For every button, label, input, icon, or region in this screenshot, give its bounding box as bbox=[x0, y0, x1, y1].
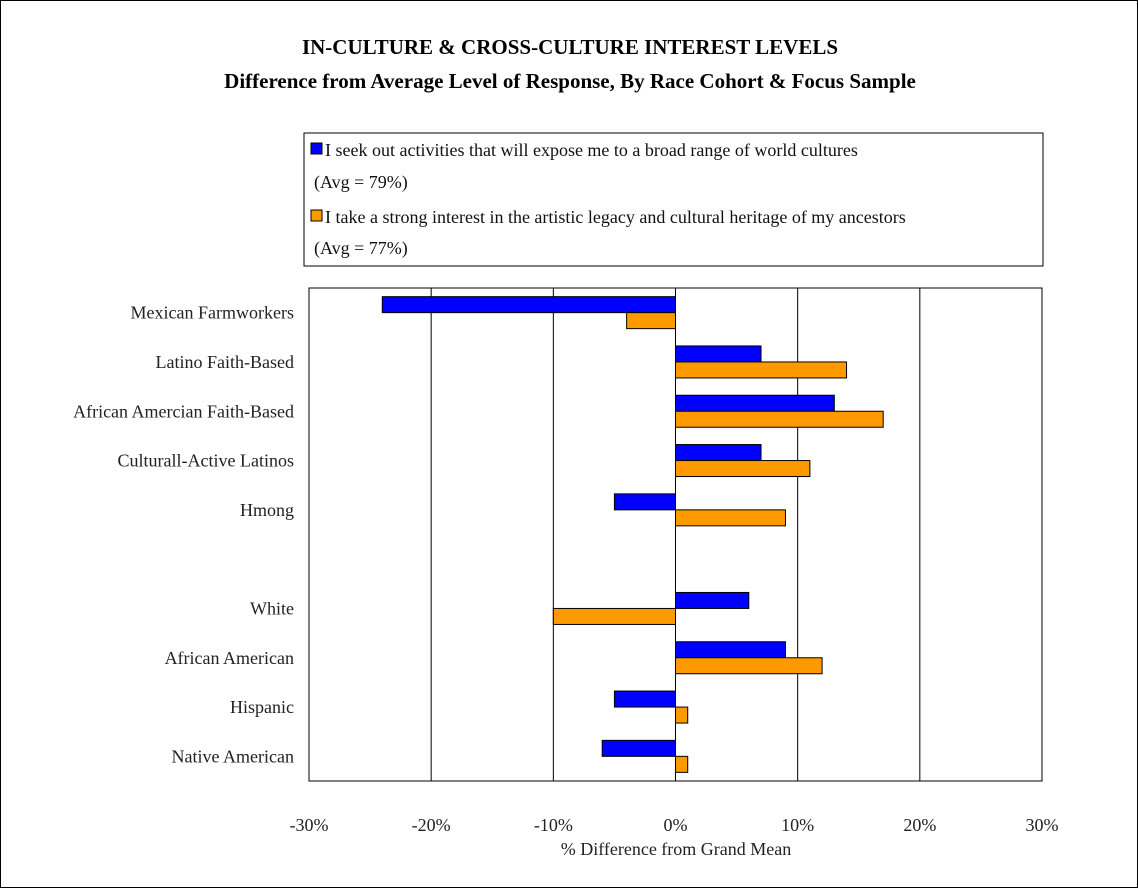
plot-area: -30% -20% -10% 0% 10% 20% 30% Mexican Farmworke… bbox=[73, 287, 1059, 835]
bar-series-1 bbox=[675, 394, 835, 412]
x-tick-label: -10% bbox=[534, 815, 573, 835]
bar-series-2 bbox=[626, 312, 677, 330]
bar-series-1 bbox=[613, 493, 677, 511]
legend-label-series-2: I take a strong interest in the artistic… bbox=[325, 207, 906, 227]
category-label: Native American bbox=[172, 746, 294, 766]
legend-label-series-1-avg: (Avg = 79%) bbox=[314, 172, 408, 193]
x-axis-title: % Difference from Grand Mean bbox=[561, 839, 792, 859]
x-tick-label: -30% bbox=[290, 815, 329, 835]
category-label: White bbox=[250, 598, 294, 618]
x-tick-label: 30% bbox=[1026, 815, 1059, 835]
bar-series-2 bbox=[675, 755, 689, 773]
legend-box bbox=[303, 132, 1044, 267]
bar-series-2 bbox=[675, 509, 786, 527]
x-tick-label: 10% bbox=[781, 815, 814, 835]
chart-title: IN-CULTURE & CROSS-CULTURE INTEREST LEVE… bbox=[302, 35, 838, 59]
category-label: Latino Faith-Based bbox=[156, 352, 294, 372]
bar-series-1 bbox=[381, 296, 676, 314]
bar-series-1 bbox=[675, 444, 762, 462]
bar-series-1 bbox=[675, 641, 786, 659]
bar-series-2 bbox=[675, 657, 823, 675]
legend-label-series-1: I seek out activities that will expose m… bbox=[325, 140, 858, 160]
bar-series-2 bbox=[675, 410, 884, 428]
legend-swatch-series-1 bbox=[310, 142, 323, 155]
chart-subtitle: Difference from Average Level of Respons… bbox=[224, 69, 916, 93]
bar-series-1 bbox=[675, 591, 750, 609]
category-label: Hmong bbox=[240, 500, 294, 520]
legend-label-series-2-avg: (Avg = 77%) bbox=[314, 238, 408, 259]
category-label: Hispanic bbox=[230, 697, 294, 717]
x-tick-label: 20% bbox=[903, 815, 936, 835]
bar-series-2 bbox=[552, 607, 676, 625]
bar-series-1 bbox=[675, 345, 762, 363]
legend-swatch-series-2 bbox=[310, 209, 323, 222]
category-label: African Amercian Faith-Based bbox=[73, 401, 294, 421]
bar-series-1 bbox=[613, 690, 677, 708]
bar-series-2 bbox=[675, 706, 689, 724]
category-label: African American bbox=[165, 648, 294, 668]
x-tick-label: -20% bbox=[412, 815, 451, 835]
bar-series-2 bbox=[675, 460, 811, 478]
category-label: Culturall-Active Latinos bbox=[118, 451, 294, 471]
category-label: Mexican Farmworkers bbox=[131, 303, 294, 323]
x-tick-label: 0% bbox=[664, 815, 688, 835]
bar-series-2 bbox=[675, 361, 848, 379]
legend: I seek out activities that will expose m… bbox=[303, 132, 1044, 267]
bar-series-1 bbox=[601, 739, 677, 757]
